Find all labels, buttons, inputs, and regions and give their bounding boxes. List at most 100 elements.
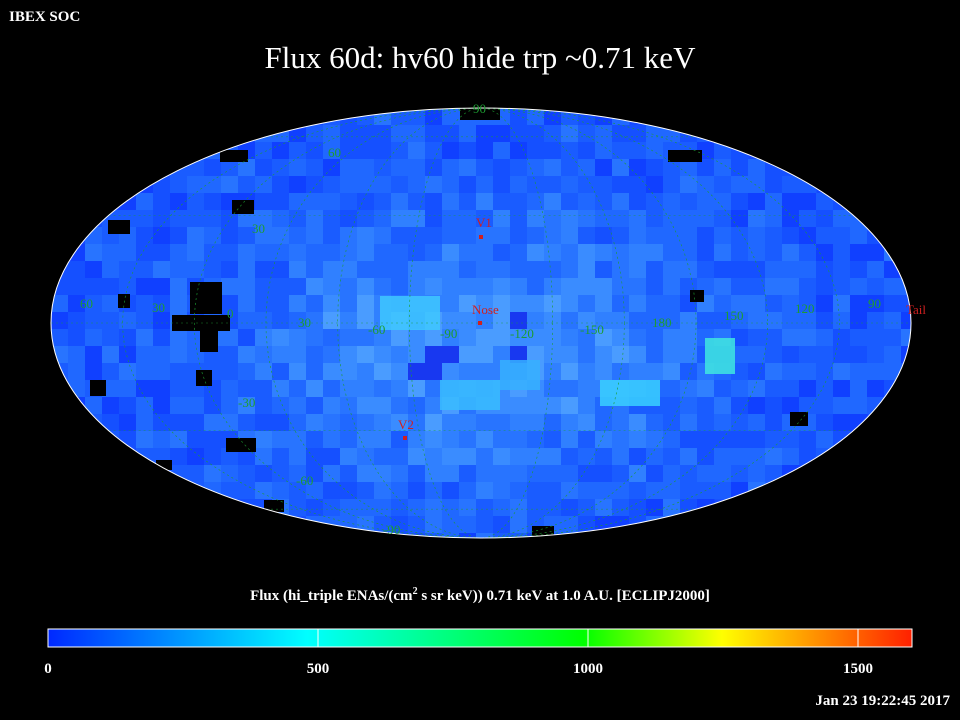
sky-pixel [238, 465, 256, 483]
sky-pixel [544, 210, 562, 228]
marker-dot-v2 [403, 436, 407, 440]
sky-pixel [850, 210, 868, 228]
sky-pixel [561, 414, 579, 432]
sky-pixel [578, 329, 596, 347]
sky-pixel [238, 329, 256, 347]
sky-pixel [697, 397, 715, 415]
sky-pixel [833, 278, 851, 296]
sky-pixel [714, 312, 732, 330]
lon-gridline [194, 108, 768, 538]
sky-pixel [357, 125, 375, 143]
sky-pixel [187, 448, 205, 466]
sky-pixel [680, 176, 698, 194]
sky-pixel [374, 261, 392, 279]
sky-pixel [714, 244, 732, 262]
sky-pixel [374, 278, 392, 296]
sky-pixel [493, 261, 511, 279]
flux-enhancement [705, 338, 735, 374]
sky-pixel [850, 312, 868, 330]
sky-pixel [595, 363, 613, 381]
sky-pixel [544, 380, 562, 398]
sky-pixel [663, 346, 681, 364]
sky-pixel [459, 261, 477, 279]
sky-pixel [425, 176, 443, 194]
sky-pixel [306, 295, 324, 313]
sky-pixel [527, 448, 545, 466]
sky-pixel [595, 295, 613, 313]
sky-pixel [323, 380, 341, 398]
sky-pixel [85, 312, 103, 330]
sky-pixel [408, 108, 426, 126]
sky-pixel [204, 448, 222, 466]
sky-pixel [255, 227, 273, 245]
sky-pixel [646, 499, 664, 517]
sky-pixel [731, 363, 749, 381]
sky-pixel [578, 482, 596, 500]
sky-pixel [799, 227, 817, 245]
sky-pixel [255, 176, 273, 194]
sky-pixel [221, 227, 239, 245]
sky-pixel [833, 380, 851, 398]
sky-pixel [714, 397, 732, 415]
sky-pixel [323, 227, 341, 245]
sky-pixel [510, 176, 528, 194]
sky-pixel [323, 431, 341, 449]
sky-pixel [595, 482, 613, 500]
lon-label: 0 [227, 306, 234, 321]
sky-pixel [867, 329, 885, 347]
sky-pixel [442, 244, 460, 262]
sky-pixel [748, 295, 766, 313]
sky-pixel [289, 329, 307, 347]
sky-pixel [527, 329, 545, 347]
sky-pixel [731, 346, 749, 364]
sky-pixel [527, 193, 545, 211]
sky-pixel [442, 329, 460, 347]
sky-pixel [493, 414, 511, 432]
sky-pixel [323, 329, 341, 347]
sky-pixel [680, 363, 698, 381]
sky-pixel [425, 244, 443, 262]
sky-pixel [391, 380, 409, 398]
sky-pixel [527, 142, 545, 160]
sky-pixel [255, 482, 273, 500]
timestamp: Jan 23 19:22:45 2017 [815, 693, 950, 709]
sky-pixel [272, 193, 290, 211]
sky-pixel [595, 244, 613, 262]
sky-pixel [425, 499, 443, 517]
sky-pixel [663, 465, 681, 483]
sky-pixel [901, 278, 911, 296]
sky-pixel [663, 278, 681, 296]
sky-pixel [578, 465, 596, 483]
sky-pixel [102, 278, 120, 296]
lon-label: -150 [580, 322, 604, 337]
sky-pixel [238, 227, 256, 245]
sky-pixel [272, 482, 290, 500]
sky-pixel [170, 176, 188, 194]
sky-pixel [833, 346, 851, 364]
sky-pixel [425, 414, 443, 432]
sky-pixel [816, 397, 834, 415]
sky-pixel [340, 244, 358, 262]
sky-pixel [663, 329, 681, 347]
sky-pixel [459, 499, 477, 517]
sky-pixel [578, 295, 596, 313]
sky-pixel [748, 363, 766, 381]
sky-pixel [612, 363, 630, 381]
sky-pixel [663, 261, 681, 279]
sky-pixel [544, 414, 562, 432]
sky-pixel [850, 227, 868, 245]
sky-pixel [340, 261, 358, 279]
sky-pixel [170, 278, 188, 296]
sky-pixel [442, 227, 460, 245]
sky-pixel [612, 448, 630, 466]
sky-pixel [102, 244, 120, 262]
sky-pixel [765, 159, 783, 177]
sky-pixel [255, 397, 273, 415]
sky-pixel [272, 329, 290, 347]
sky-pixel [612, 108, 630, 126]
sky-pixel [170, 448, 188, 466]
sky-pixel [425, 261, 443, 279]
sky-pixel [510, 244, 528, 262]
sky-pixel [255, 193, 273, 211]
